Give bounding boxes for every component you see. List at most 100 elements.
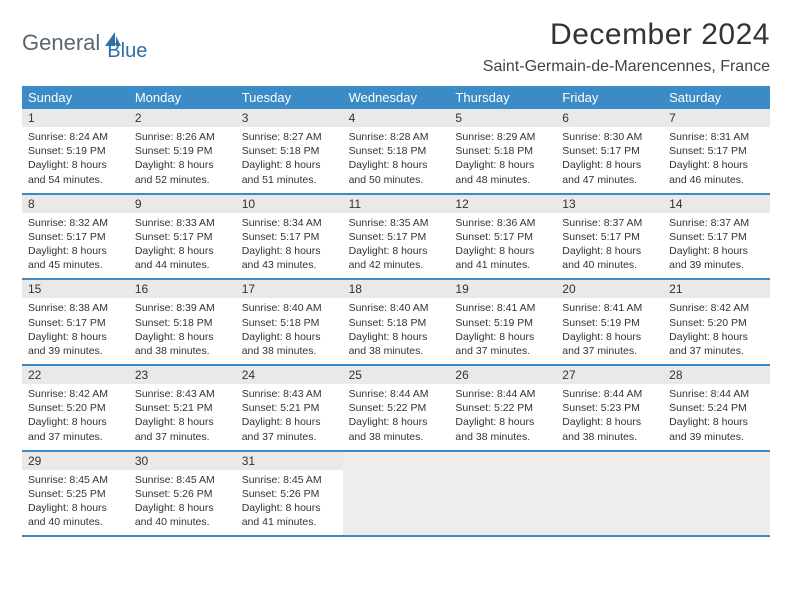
sunrise-line: Sunrise: 8:35 AM [349, 216, 444, 230]
sunrise-line: Sunrise: 8:39 AM [135, 301, 230, 315]
week-row: 1Sunrise: 8:24 AMSunset: 5:19 PMDaylight… [22, 109, 770, 195]
day-number: 25 [343, 366, 450, 384]
daylight-line: Daylight: 8 hours and 39 minutes. [669, 244, 764, 272]
day-cell: 28Sunrise: 8:44 AMSunset: 5:24 PMDayligh… [663, 366, 770, 450]
day-number: 27 [556, 366, 663, 384]
sunrise-line: Sunrise: 8:29 AM [455, 130, 550, 144]
day-cell: 23 Sunrise: 8:43 AMSunset: 5:21 PMDayligh… [129, 366, 236, 450]
empty-day-cell [343, 452, 450, 536]
brand-part1: General [22, 30, 100, 56]
day-cell: 30Sunrise: 8:45 AMSunset: 5:26 PMDayligh… [129, 452, 236, 536]
day-cell: 17 Sunrise: 8:40 AMSunset: 5:18 PMDayligh… [236, 280, 343, 364]
weekday-header: Saturday [663, 86, 770, 109]
weeks-container: 1Sunrise: 8:24 AMSunset: 5:19 PMDaylight… [22, 109, 770, 537]
day-number: 3 [236, 109, 343, 127]
daylight-line: Daylight: 8 hours and 51 minutes. [242, 158, 337, 186]
sunrise-line: Sunrise: 8:32 AM [28, 216, 123, 230]
sunrise-line: Sunrise: 8:41 AM [562, 301, 657, 315]
day-number: 4 [343, 109, 450, 127]
sunrise-line: Sunrise: 8:34 AM [242, 216, 337, 230]
sunset-line: Sunset: 5:17 PM [135, 230, 230, 244]
week-row: 15Sunrise: 8:38 AMSunset: 5:17 PMDayligh… [22, 280, 770, 366]
sunset-line: Sunset: 5:26 PM [135, 487, 230, 501]
day-number: 20 [556, 280, 663, 298]
sunrise-line: Sunrise: 8:44 AM [349, 387, 444, 401]
daylight-line: Daylight: 8 hours and 37 minutes. [562, 330, 657, 358]
day-cell: 6Sunrise: 8:30 AMSunset: 5:17 PMDaylight… [556, 109, 663, 193]
sunset-line: Sunset: 5:20 PM [28, 401, 123, 415]
header-bar: General Blue December 2024 Saint-Germain… [22, 18, 770, 76]
sunset-line: Sunset: 5:19 PM [562, 316, 657, 330]
sunset-line: Sunset: 5:17 PM [349, 230, 444, 244]
empty-day-cell [556, 452, 663, 536]
day-cell: 31Sunrise: 8:45 AMSunset: 5:26 PMDayligh… [236, 452, 343, 536]
sunset-line: Sunset: 5:18 PM [455, 144, 550, 158]
sunset-line: Sunset: 5:18 PM [135, 316, 230, 330]
day-number: 22 [22, 366, 129, 384]
weekday-header: Tuesday [236, 86, 343, 109]
day-cell: 22Sunrise: 8:42 AMSunset: 5:20 PMDayligh… [22, 366, 129, 450]
weekday-header: Wednesday [343, 86, 450, 109]
day-cell: 16Sunrise: 8:39 AMSunset: 5:18 PMDayligh… [129, 280, 236, 364]
sunrise-line: Sunrise: 8:41 AM [455, 301, 550, 315]
sunset-line: Sunset: 5:21 PM [242, 401, 337, 415]
day-number: 2 [129, 109, 236, 127]
sunrise-line: Sunrise: 8:43 AM [135, 387, 230, 401]
day-cell: 12Sunrise: 8:36 AMSunset: 5:17 PMDayligh… [449, 195, 556, 279]
day-number: 11 [343, 195, 450, 213]
sunrise-line: Sunrise: 8:44 AM [455, 387, 550, 401]
daylight-line: Daylight: 8 hours and 44 minutes. [135, 244, 230, 272]
daylight-line: Daylight: 8 hours and 41 minutes. [455, 244, 550, 272]
sunrise-line: Sunrise: 8:40 AM [242, 301, 337, 315]
daylight-line: Daylight: 8 hours and 54 minutes. [28, 158, 123, 186]
sunset-line: Sunset: 5:18 PM [242, 316, 337, 330]
sunrise-line: Sunrise: 8:40 AM [349, 301, 444, 315]
daylight-line: Daylight: 8 hours and 45 minutes. [28, 244, 123, 272]
sunrise-line: Sunrise: 8:37 AM [562, 216, 657, 230]
day-number: 29 [22, 452, 129, 470]
day-cell: 27Sunrise: 8:44 AMSunset: 5:23 PMDayligh… [556, 366, 663, 450]
sunset-line: Sunset: 5:17 PM [562, 144, 657, 158]
day-number: 19 [449, 280, 556, 298]
sunset-line: Sunset: 5:17 PM [669, 144, 764, 158]
daylight-line: Daylight: 8 hours and 38 minutes. [242, 330, 337, 358]
location-text: Saint-Germain-de-Marencennes, France [483, 58, 770, 76]
week-row: 29Sunrise: 8:45 AMSunset: 5:25 PMDayligh… [22, 452, 770, 538]
sunrise-line: Sunrise: 8:31 AM [669, 130, 764, 144]
daylight-line: Daylight: 8 hours and 37 minutes. [135, 415, 230, 443]
daylight-line: Daylight: 8 hours and 47 minutes. [562, 158, 657, 186]
sunset-line: Sunset: 5:25 PM [28, 487, 123, 501]
sunrise-line: Sunrise: 8:24 AM [28, 130, 123, 144]
daylight-line: Daylight: 8 hours and 48 minutes. [455, 158, 550, 186]
day-cell: 5Sunrise: 8:29 AMSunset: 5:18 PMDaylight… [449, 109, 556, 193]
daylight-line: Daylight: 8 hours and 40 minutes. [562, 244, 657, 272]
day-number: 1 [22, 109, 129, 127]
sunrise-line: Sunrise: 8:30 AM [562, 130, 657, 144]
sunset-line: Sunset: 5:19 PM [28, 144, 123, 158]
brand-logo: General Blue [22, 18, 147, 63]
day-cell: 29Sunrise: 8:45 AMSunset: 5:25 PMDayligh… [22, 452, 129, 536]
daylight-line: Daylight: 8 hours and 46 minutes. [669, 158, 764, 186]
daylight-line: Daylight: 8 hours and 39 minutes. [669, 415, 764, 443]
day-number: 23 [129, 366, 236, 384]
day-cell: 13Sunrise: 8:37 AMSunset: 5:17 PMDayligh… [556, 195, 663, 279]
day-number: 31 [236, 452, 343, 470]
day-cell: 11Sunrise: 8:35 AMSunset: 5:17 PMDayligh… [343, 195, 450, 279]
day-cell: 7Sunrise: 8:31 AMSunset: 5:17 PMDaylight… [663, 109, 770, 193]
day-number: 16 [129, 280, 236, 298]
daylight-line: Daylight: 8 hours and 38 minutes. [455, 415, 550, 443]
sunset-line: Sunset: 5:22 PM [349, 401, 444, 415]
sunrise-line: Sunrise: 8:33 AM [135, 216, 230, 230]
sunset-line: Sunset: 5:17 PM [455, 230, 550, 244]
sunset-line: Sunset: 5:17 PM [28, 316, 123, 330]
sunset-line: Sunset: 5:21 PM [135, 401, 230, 415]
sunrise-line: Sunrise: 8:38 AM [28, 301, 123, 315]
day-number: 24 [236, 366, 343, 384]
day-number: 17 [236, 280, 343, 298]
daylight-line: Daylight: 8 hours and 40 minutes. [135, 501, 230, 529]
empty-day-cell [663, 452, 770, 536]
sunset-line: Sunset: 5:18 PM [242, 144, 337, 158]
day-cell: 1 Sunrise: 8:24 AMSunset: 5:19 PMDaylight… [22, 109, 129, 193]
weekday-header: Friday [556, 86, 663, 109]
sunset-line: Sunset: 5:20 PM [669, 316, 764, 330]
